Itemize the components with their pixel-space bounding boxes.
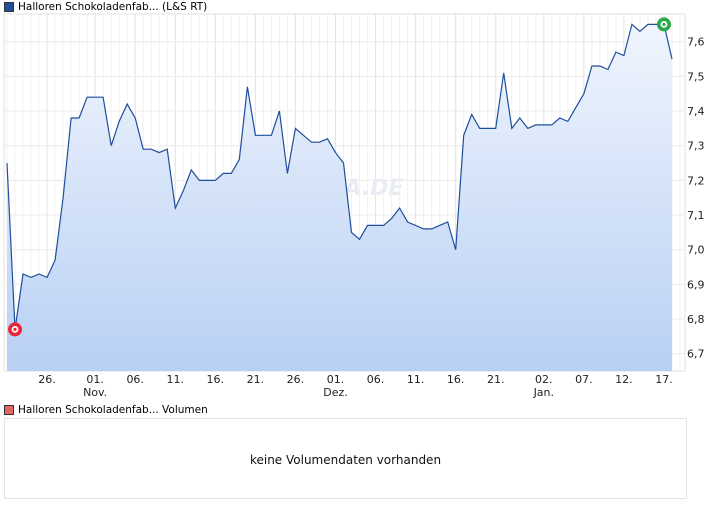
x-axis-labels: 26. 01.Nov.06. 11. 16. 21. 26. 01.Dez.06. 11. 16… — [38, 373, 672, 399]
volume-legend-swatch — [4, 405, 14, 415]
x-tick-label: 16. — [207, 373, 225, 386]
price-line — [6, 23, 673, 330]
max-marker — [656, 17, 671, 32]
min-marker — [8, 322, 23, 337]
x-tick-label: 11. — [167, 373, 185, 386]
x-tick-label: 26. — [38, 373, 56, 386]
y-tick-label: 6,9 — [687, 278, 705, 291]
price-legend: Halloren Schokoladenfab... (L&S RT) — [4, 0, 207, 14]
x-tick-label: 01. — [86, 373, 104, 386]
x-month-label: Jan. — [533, 386, 554, 399]
x-tick-label: 16. — [447, 373, 465, 386]
volume-legend-label: Halloren Schokoladenfab... Volumen — [18, 404, 208, 416]
y-tick-label: 6,7 — [687, 348, 705, 361]
volume-empty-message: keine Volumendaten vorhanden — [249, 453, 442, 467]
x-tick-label: 21. — [487, 373, 505, 386]
y-tick-label: 7,0 — [687, 244, 705, 257]
price-chart: ARIVA.DE 6,76,86,97,07,17,27,37,47,57,6 … — [3, 13, 705, 399]
x-tick-label: 21. — [247, 373, 265, 386]
x-tick-label: 17. — [655, 373, 673, 386]
x-tick-label: 12. — [615, 373, 633, 386]
y-tick-label: 6,8 — [687, 313, 705, 326]
volume-panel: keine Volumendaten vorhanden — [4, 418, 687, 499]
min-marker-dot — [13, 327, 17, 332]
x-tick-label: 06. — [367, 373, 385, 386]
price-area — [7, 24, 672, 372]
y-tick-label: 7,3 — [687, 140, 705, 153]
y-tick-label: 7,1 — [687, 209, 705, 222]
price-legend-label: Halloren Schokoladenfab... (L&S RT) — [18, 1, 208, 13]
y-tick-label: 7,5 — [687, 70, 705, 83]
x-month-label: Dez. — [323, 386, 348, 399]
x-month-label: Nov. — [83, 386, 107, 399]
x-tick-label: 07. — [575, 373, 593, 386]
x-tick-label: 02. — [535, 373, 553, 386]
x-tick-label: 11. — [407, 373, 425, 386]
x-tick-label: 06. — [126, 373, 144, 386]
y-tick-label: 7,2 — [687, 174, 705, 187]
max-marker-dot — [662, 22, 666, 26]
volume-legend: Halloren Schokoladenfab... Volumen — [4, 403, 208, 417]
x-tick-label: 26. — [287, 373, 305, 386]
y-tick-label: 7,4 — [687, 105, 705, 118]
x-tick-label: 01. — [327, 373, 345, 386]
price-legend-swatch — [4, 2, 14, 12]
y-tick-label: 7,6 — [687, 36, 705, 49]
extreme-markers — [8, 17, 671, 337]
y-axis-labels: 6,7 6,8 6,9 7,0 7,1 7,2 7,3 7,4 7,5 7,6 — [687, 36, 705, 361]
